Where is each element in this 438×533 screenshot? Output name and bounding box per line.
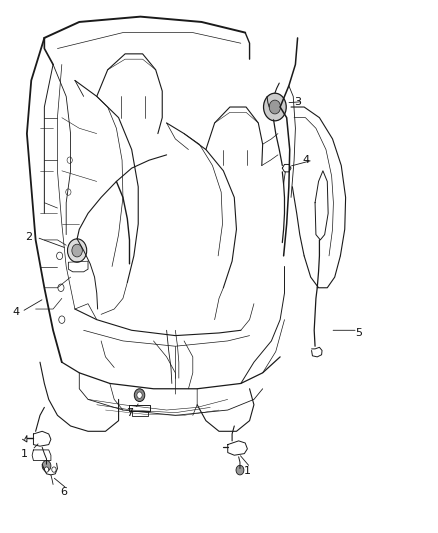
Text: 6: 6	[60, 488, 67, 497]
Text: 5: 5	[355, 328, 362, 338]
Circle shape	[67, 239, 87, 262]
Text: 1: 1	[21, 449, 28, 458]
Text: 1: 1	[244, 466, 251, 476]
Text: 3: 3	[294, 96, 301, 107]
Circle shape	[236, 465, 244, 475]
Circle shape	[59, 316, 65, 324]
Circle shape	[44, 467, 49, 472]
Text: 7: 7	[126, 408, 133, 418]
Circle shape	[58, 284, 64, 292]
Circle shape	[264, 93, 286, 121]
Circle shape	[269, 100, 281, 114]
Text: 4: 4	[12, 306, 20, 317]
Circle shape	[42, 461, 51, 471]
Text: 2: 2	[25, 232, 33, 243]
Circle shape	[57, 252, 63, 260]
Circle shape	[134, 389, 145, 401]
Circle shape	[137, 392, 142, 398]
Circle shape	[67, 157, 72, 164]
Circle shape	[66, 189, 71, 195]
Text: 4: 4	[303, 155, 310, 165]
Circle shape	[52, 467, 56, 472]
Circle shape	[72, 244, 82, 257]
